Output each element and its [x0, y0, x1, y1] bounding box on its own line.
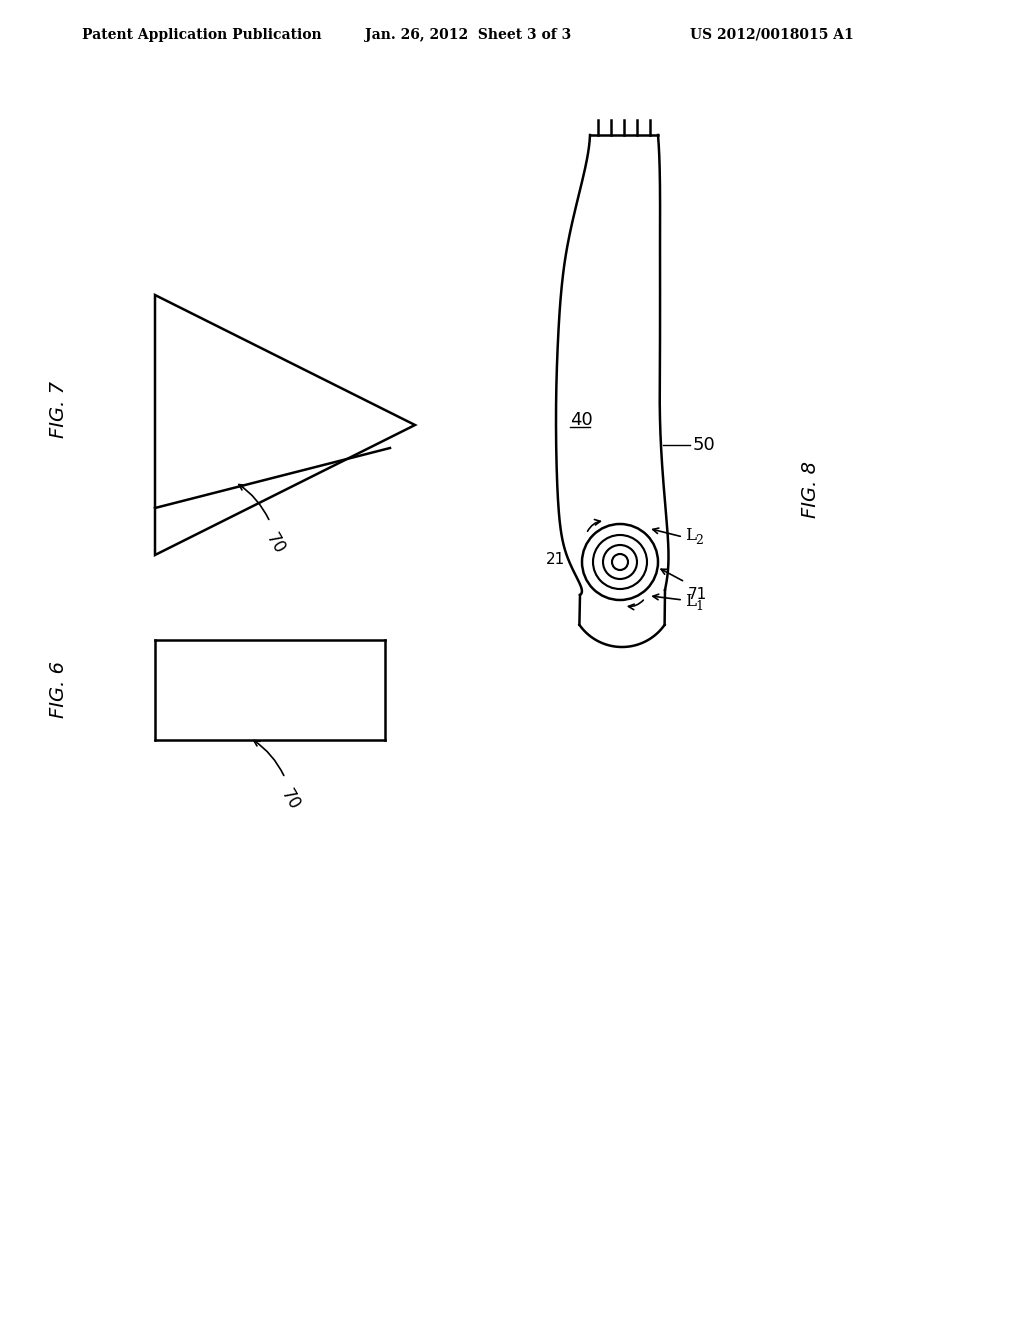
Text: Patent Application Publication: Patent Application Publication: [82, 28, 322, 42]
Text: US 2012/0018015 A1: US 2012/0018015 A1: [690, 28, 854, 42]
Text: 21: 21: [546, 553, 565, 568]
Text: 50: 50: [693, 436, 716, 454]
Text: L: L: [685, 594, 696, 610]
Text: FIG. 8: FIG. 8: [801, 462, 819, 519]
Text: 40: 40: [570, 411, 593, 429]
Text: L: L: [685, 527, 696, 544]
Text: 2: 2: [695, 533, 702, 546]
Text: 70: 70: [276, 785, 303, 813]
Text: 71: 71: [688, 587, 708, 602]
Text: 1: 1: [695, 601, 703, 614]
Text: FIG. 7: FIG. 7: [48, 381, 68, 438]
Text: 70: 70: [262, 531, 288, 557]
Text: FIG. 6: FIG. 6: [48, 661, 68, 718]
Text: Jan. 26, 2012  Sheet 3 of 3: Jan. 26, 2012 Sheet 3 of 3: [365, 28, 571, 42]
